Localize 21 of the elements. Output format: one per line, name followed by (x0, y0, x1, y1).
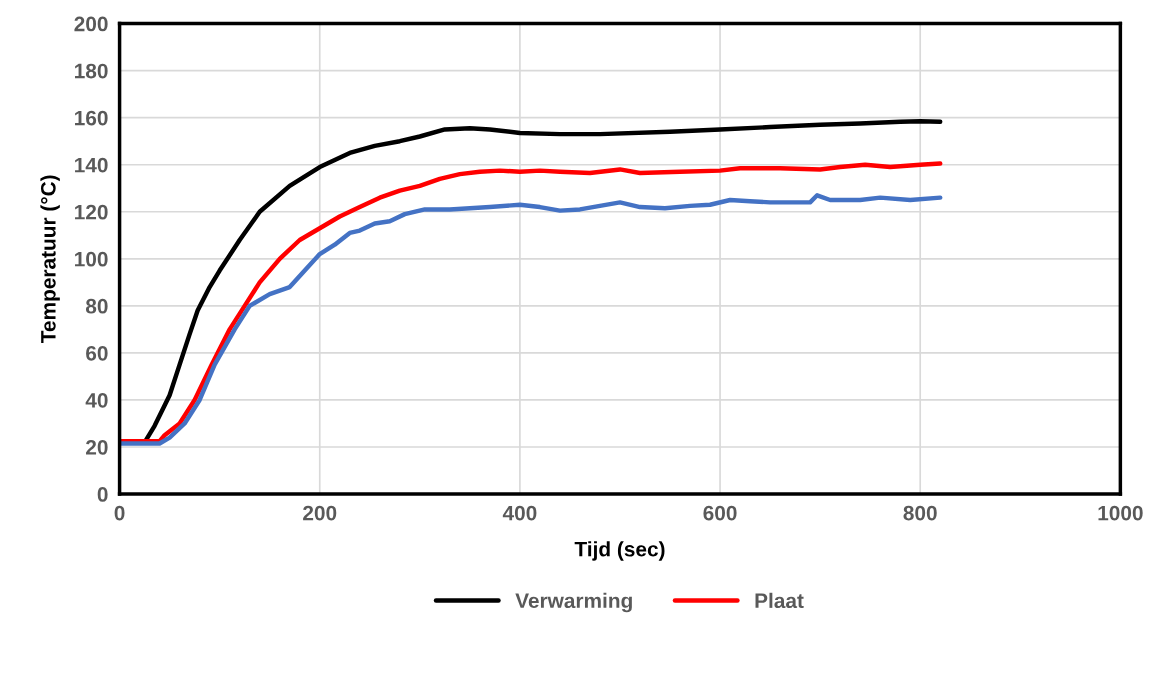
x-axis-title: Tijd (sec) (574, 541, 665, 561)
x-tick-label: 200 (303, 505, 337, 521)
y-tick-label: 100 (75, 251, 108, 267)
y-tick-label: 200 (74, 16, 108, 32)
x-tick-label: 400 (502, 505, 537, 521)
y-tick-label: 60 (86, 345, 108, 361)
x-tick-label: 800 (903, 505, 937, 521)
x-tick-label: 0 (114, 505, 125, 521)
y-tick-label: 40 (85, 392, 108, 408)
y-tick-label: 160 (75, 110, 108, 126)
y-tick-label: 80 (85, 298, 108, 314)
y-tick-label: 120 (75, 204, 108, 220)
y-axis-title: Temperatuur (°C) (40, 175, 60, 343)
y-tick-label: 20 (86, 440, 108, 455)
legend-label: Verwarming (515, 592, 632, 613)
y-tick-label: 0 (97, 487, 108, 502)
y-tick-label: 180 (75, 63, 108, 79)
x-tick-label: 600 (703, 505, 737, 521)
y-tick-label: 140 (75, 157, 108, 173)
legend-label: Plaat (755, 592, 804, 609)
x-tick-label: 1000 (1098, 505, 1143, 521)
